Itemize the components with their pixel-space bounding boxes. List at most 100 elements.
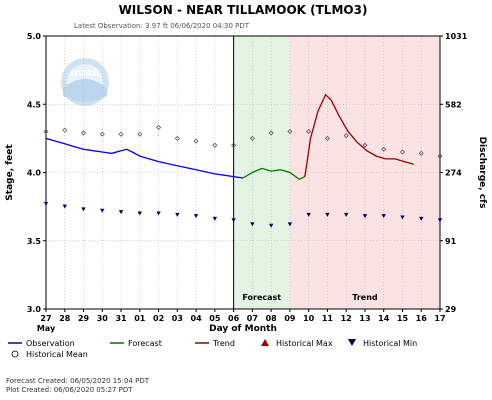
historical-mean-point	[99, 131, 105, 137]
observation-line	[45, 137, 244, 179]
y2-tick-label: 91	[445, 237, 457, 246]
historical-mean-point	[43, 129, 49, 135]
x-tick-label: 28	[59, 314, 71, 323]
historical-min-point	[419, 216, 424, 221]
forecast-line	[242, 167, 306, 181]
noaa-logo-wave	[63, 79, 107, 102]
historical-min-point	[81, 207, 86, 212]
x-tick-label: 29	[78, 314, 90, 323]
x-start-month-label: May	[37, 324, 56, 333]
trend-line	[304, 93, 414, 177]
historical-mean-point	[268, 130, 274, 136]
historical-mean-point	[306, 129, 312, 135]
x-tick-label: 01	[134, 314, 146, 323]
y-axis-label: Stage, feet	[5, 144, 15, 201]
y-tick-label: 3.5	[27, 237, 42, 246]
footer-line: Plot Created: 06/06/2020 05:27 PDT	[6, 386, 133, 394]
x-tick-label: 14	[378, 314, 390, 323]
historical-mean-point	[137, 131, 143, 137]
historical-mean-point	[174, 135, 180, 141]
historical-min-point	[250, 222, 255, 227]
x-tick-label: 02	[153, 314, 164, 323]
legend-item: Observation	[8, 339, 75, 348]
legend-item: Historical Max	[261, 339, 333, 348]
historical-min-point	[400, 215, 405, 220]
historical-mean-point	[212, 142, 218, 148]
legend-item: Trend	[195, 339, 235, 348]
historical-mean-point	[362, 142, 368, 148]
historical-min-point	[193, 214, 199, 219]
historical-mean-point	[418, 150, 424, 156]
historical-min-point	[325, 212, 330, 217]
footer-line: Forecast Created: 06/05/2020 15:04 PDT	[6, 377, 150, 385]
x-tick-label: 05	[209, 314, 221, 323]
legend-label: Historical Min	[363, 339, 417, 348]
y-tick-label: 4.0	[27, 169, 42, 178]
historical-min-point	[212, 216, 218, 221]
trend-zone-label: Trend	[352, 293, 378, 302]
historical-min-point	[118, 210, 124, 215]
forecast-zone	[233, 36, 290, 309]
x-tick-label: 31	[115, 314, 127, 323]
y2-tick-label: 29	[445, 305, 457, 314]
historical-min-point	[156, 211, 161, 216]
x-axis-label: Day of Month	[209, 324, 277, 334]
historical-mean-point	[62, 127, 68, 133]
historical-min-point	[343, 212, 349, 217]
x-tick-label: 13	[359, 314, 370, 323]
x-tick-label: 08	[266, 314, 278, 323]
legend-swatch-circle	[11, 350, 19, 358]
noaa-logo: NOAA	[61, 58, 109, 106]
x-tick-label: 03	[172, 314, 183, 323]
legend-item: Historical Mean	[11, 350, 88, 359]
y-tick-label: 5.0	[27, 32, 42, 41]
historical-min-point	[137, 211, 143, 216]
y2-tick-label: 582	[445, 100, 462, 109]
x-tick-label: 15	[397, 314, 409, 323]
historical-min-point	[62, 204, 67, 209]
historical-min-point	[175, 212, 180, 217]
legend-swatch-triangle-up	[261, 339, 269, 346]
x-tick-label: 16	[416, 314, 428, 323]
historical-mean-point	[231, 142, 237, 148]
forecast-zone-label: Forecast	[242, 293, 281, 302]
historical-mean-point	[343, 133, 349, 139]
historical-min-point	[231, 218, 236, 223]
x-tick-label: 04	[191, 314, 203, 323]
historical-mean-point	[81, 130, 87, 136]
historical-mean-point	[118, 131, 124, 137]
historical-min-point	[306, 212, 311, 217]
historical-min-point	[287, 222, 293, 227]
historical-mean-point	[324, 135, 330, 141]
legend-label: Forecast	[128, 339, 162, 348]
x-tick-label: 30	[97, 314, 109, 323]
historical-min-point	[43, 201, 49, 206]
x-tick-label: 12	[341, 314, 352, 323]
y-tick-label: 3.0	[27, 305, 42, 314]
historical-mean-point	[437, 153, 443, 159]
historical-min-point	[362, 214, 368, 219]
historical-mean-point	[249, 135, 255, 141]
legend-item: Historical Min	[348, 339, 417, 348]
legend-label: Observation	[26, 339, 75, 348]
legend-label: Historical Mean	[26, 350, 88, 359]
x-tick-label: 11	[322, 314, 334, 323]
legend-label: Historical Max	[276, 339, 333, 348]
noaa-logo-text: NOAA	[71, 69, 100, 79]
x-tick-label: 06	[228, 314, 240, 323]
x-tick-label: 27	[40, 314, 51, 323]
historical-mean-point	[193, 138, 199, 144]
x-tick-label: 07	[247, 314, 258, 323]
x-tick-label: 10	[303, 314, 315, 323]
legend-label: Trend	[212, 339, 235, 348]
historical-min-point	[437, 218, 443, 223]
historical-mean-point	[399, 149, 405, 155]
historical-mean-point	[156, 124, 162, 130]
historical-min-point	[100, 208, 105, 213]
historical-mean-point	[287, 129, 293, 135]
chart-title: WILSON - NEAR TILLAMOOK (TLMO3)	[119, 3, 368, 17]
x-tick-label: 17	[434, 314, 445, 323]
y-tick-label: 4.5	[27, 100, 42, 109]
y2-axis-label: Discharge, cfs	[477, 137, 487, 209]
